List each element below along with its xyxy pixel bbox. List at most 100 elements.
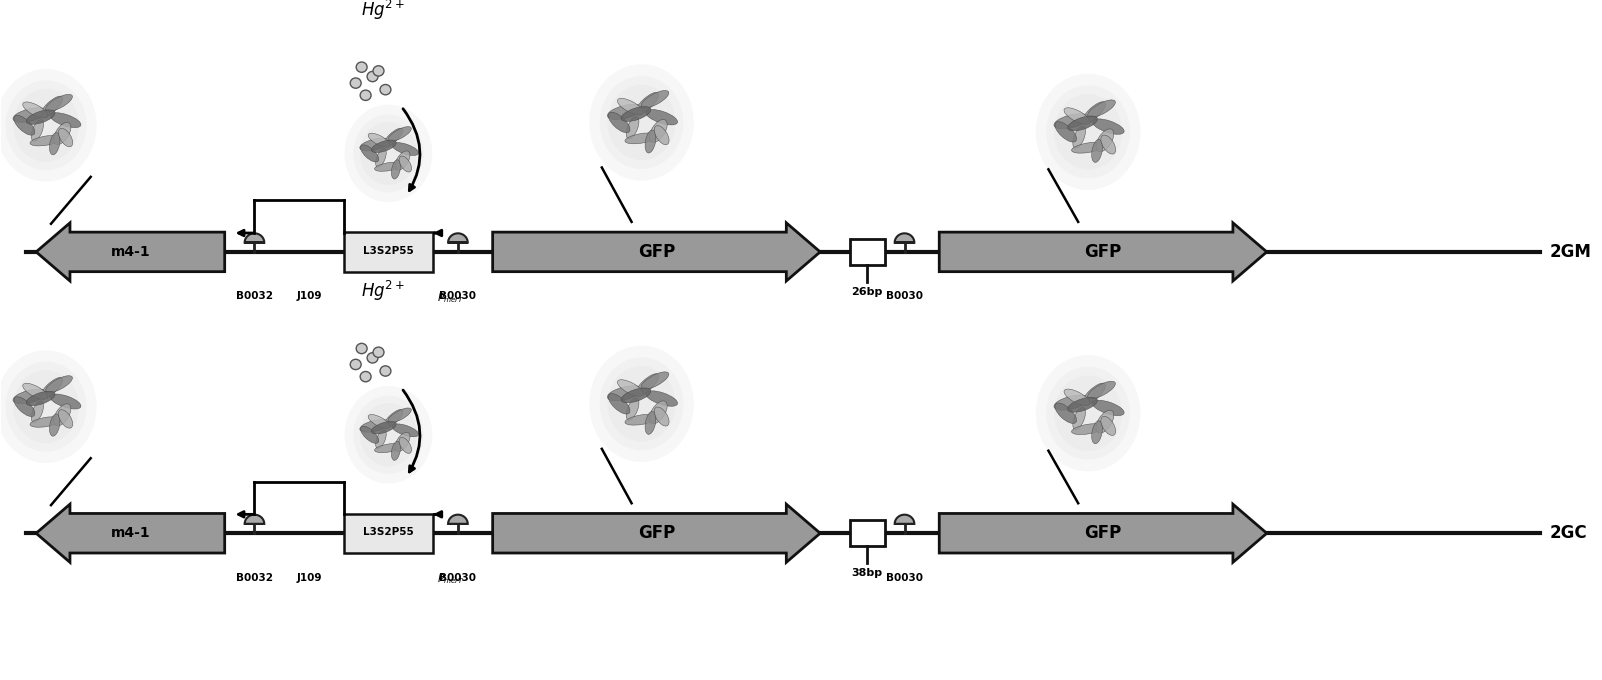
Ellipse shape — [1064, 389, 1089, 405]
Ellipse shape — [354, 396, 423, 474]
Circle shape — [356, 62, 367, 72]
Ellipse shape — [654, 126, 670, 145]
Text: GFP: GFP — [638, 524, 674, 542]
Ellipse shape — [50, 414, 59, 436]
Ellipse shape — [396, 432, 410, 452]
Text: m4-1: m4-1 — [111, 526, 151, 540]
Ellipse shape — [609, 112, 630, 133]
Ellipse shape — [641, 372, 668, 389]
Polygon shape — [37, 223, 224, 281]
Circle shape — [351, 359, 360, 370]
Text: B0030: B0030 — [439, 573, 476, 583]
Ellipse shape — [360, 403, 417, 466]
Ellipse shape — [649, 401, 666, 424]
Ellipse shape — [1056, 122, 1077, 142]
Ellipse shape — [360, 426, 378, 443]
Ellipse shape — [1036, 73, 1141, 190]
Ellipse shape — [636, 374, 658, 396]
Ellipse shape — [607, 366, 676, 441]
Text: $Hg^{2+}$: $Hg^{2+}$ — [362, 0, 405, 22]
Ellipse shape — [392, 143, 418, 156]
Ellipse shape — [383, 409, 404, 428]
Ellipse shape — [0, 69, 96, 182]
Ellipse shape — [13, 389, 46, 404]
Ellipse shape — [1096, 410, 1113, 433]
Ellipse shape — [360, 138, 389, 151]
Text: 38bp: 38bp — [852, 568, 883, 578]
Ellipse shape — [636, 92, 658, 114]
Ellipse shape — [1073, 126, 1086, 148]
Polygon shape — [37, 504, 224, 562]
Ellipse shape — [50, 133, 59, 155]
Ellipse shape — [372, 422, 396, 434]
Ellipse shape — [646, 130, 655, 153]
Polygon shape — [449, 515, 468, 524]
Polygon shape — [894, 515, 915, 524]
Ellipse shape — [14, 396, 35, 417]
Bar — [344, 513, 433, 553]
Polygon shape — [894, 233, 915, 243]
Ellipse shape — [625, 133, 658, 143]
Text: B0030: B0030 — [886, 573, 923, 583]
Ellipse shape — [1088, 381, 1115, 398]
Ellipse shape — [1096, 129, 1113, 152]
Ellipse shape — [646, 411, 655, 435]
Ellipse shape — [30, 417, 62, 427]
Ellipse shape — [1081, 383, 1105, 405]
Text: J109: J109 — [296, 291, 322, 301]
Ellipse shape — [58, 409, 72, 428]
Text: GFP: GFP — [1085, 243, 1121, 261]
Circle shape — [360, 90, 372, 101]
Ellipse shape — [1046, 367, 1129, 460]
Ellipse shape — [1046, 86, 1129, 178]
Ellipse shape — [607, 104, 642, 120]
Ellipse shape — [391, 441, 400, 460]
Ellipse shape — [22, 102, 48, 118]
Ellipse shape — [391, 160, 400, 179]
Ellipse shape — [626, 117, 639, 139]
Ellipse shape — [344, 105, 433, 202]
Ellipse shape — [1073, 407, 1086, 430]
Ellipse shape — [58, 129, 72, 147]
Text: J109: J109 — [296, 573, 322, 583]
Ellipse shape — [590, 345, 694, 462]
Ellipse shape — [609, 394, 630, 414]
Ellipse shape — [375, 149, 386, 167]
Polygon shape — [449, 233, 468, 243]
Circle shape — [380, 84, 391, 95]
Ellipse shape — [1054, 395, 1089, 410]
Ellipse shape — [388, 408, 412, 422]
Circle shape — [373, 347, 384, 358]
Ellipse shape — [54, 122, 70, 145]
Text: 26bp: 26bp — [852, 286, 883, 296]
Ellipse shape — [626, 398, 639, 420]
Ellipse shape — [368, 133, 389, 147]
Ellipse shape — [45, 376, 72, 392]
Ellipse shape — [388, 126, 412, 141]
Ellipse shape — [26, 110, 54, 124]
Ellipse shape — [375, 430, 386, 449]
Ellipse shape — [399, 156, 412, 172]
Ellipse shape — [45, 95, 72, 112]
Ellipse shape — [40, 96, 62, 118]
Ellipse shape — [50, 394, 82, 409]
Ellipse shape — [607, 386, 642, 401]
Bar — [344, 232, 433, 271]
Circle shape — [373, 66, 384, 76]
Text: GFP: GFP — [1085, 524, 1121, 542]
Ellipse shape — [622, 107, 650, 122]
Ellipse shape — [1036, 355, 1141, 471]
Ellipse shape — [344, 386, 433, 483]
Ellipse shape — [22, 384, 48, 399]
Ellipse shape — [641, 90, 668, 108]
Ellipse shape — [599, 357, 684, 450]
Ellipse shape — [1064, 107, 1089, 124]
Ellipse shape — [646, 109, 678, 125]
Text: 2GM: 2GM — [1549, 243, 1591, 261]
Ellipse shape — [0, 350, 96, 463]
Ellipse shape — [26, 391, 54, 406]
Ellipse shape — [354, 114, 423, 192]
Polygon shape — [493, 504, 820, 562]
Ellipse shape — [599, 76, 684, 169]
Circle shape — [380, 366, 391, 376]
